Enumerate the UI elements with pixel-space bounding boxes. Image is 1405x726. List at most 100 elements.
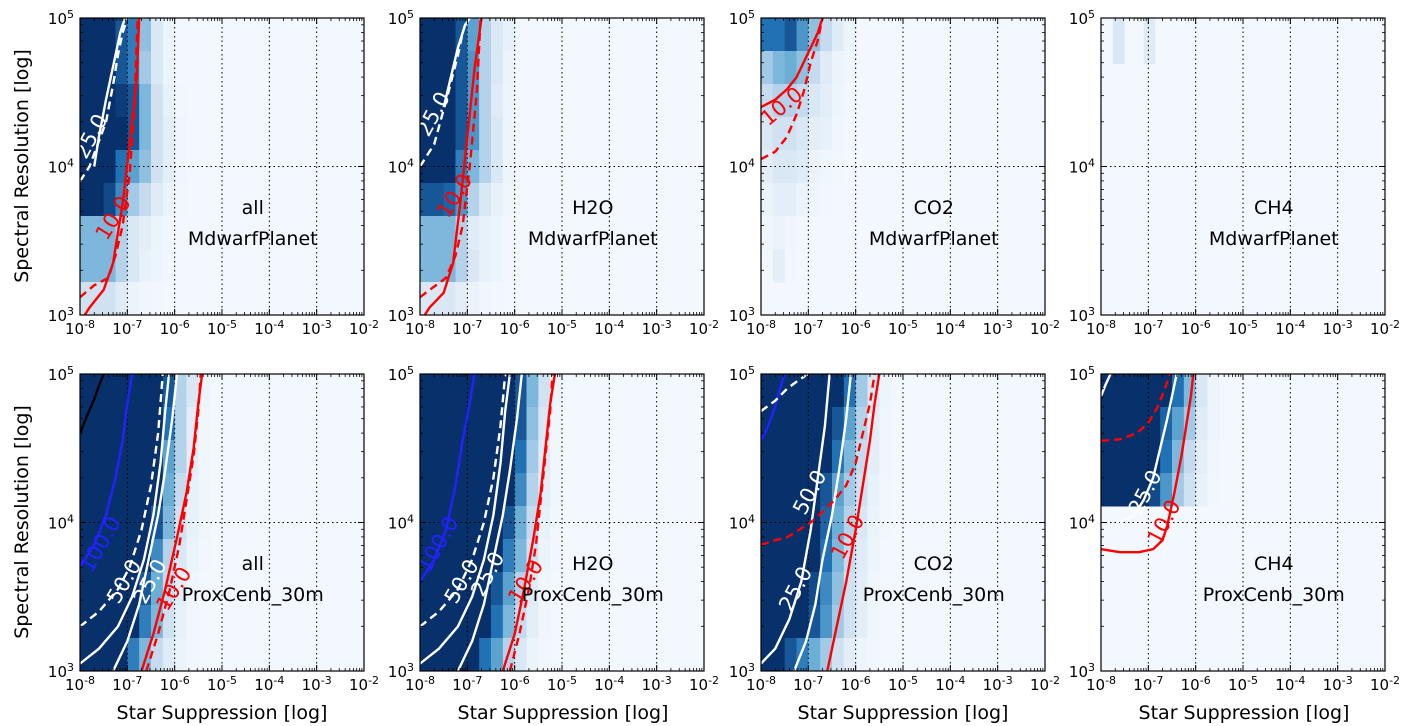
heatmap-cell (174, 374, 187, 408)
heatmap-cell (1207, 407, 1220, 441)
heatmap-cell (843, 506, 857, 540)
heatmap-cell (103, 183, 116, 217)
x-tick-label: 10-2 (349, 674, 379, 694)
heatmap-cell (103, 407, 116, 441)
scenario-label: ProxCenb_30m (863, 584, 1005, 606)
heatmap-cell (443, 638, 456, 672)
heatmap-cell (538, 374, 551, 408)
heatmap-cell (491, 539, 504, 573)
x-tick-label: 10-4 (935, 318, 965, 338)
heatmap-cell (867, 440, 880, 474)
heatmap-cell (1112, 407, 1126, 441)
species-label: all (242, 197, 264, 219)
heatmap-cell (514, 638, 527, 672)
heatmap-cell (198, 473, 211, 507)
heatmap-cell (502, 216, 516, 250)
heatmap-cell (502, 117, 516, 151)
contour-line-1 (93, 18, 127, 167)
x-tick-label: 10-6 (841, 318, 871, 338)
species-label: CH4 (1254, 197, 1294, 219)
heatmap-cell (761, 216, 774, 250)
heatmap-cell (162, 216, 176, 250)
heatmap-cell (443, 440, 456, 474)
heatmap-cell (443, 150, 456, 184)
heatmap-cell (832, 18, 845, 52)
heatmap-cell (162, 84, 176, 118)
heatmap-cell (186, 539, 199, 573)
heatmap-cell (479, 150, 492, 184)
heatmap-cell (80, 638, 93, 672)
x-tick-label: 10-5 (1228, 318, 1258, 338)
heatmap-cell (796, 539, 809, 573)
heatmap-cell (855, 638, 868, 672)
heatmap-cell (526, 473, 539, 507)
heatmap-cell (820, 440, 833, 474)
heatmap-cell (91, 473, 105, 507)
col-3-xlabel: Star Suppression [log] (1139, 702, 1350, 724)
heatmap-cell (174, 473, 187, 507)
heatmap-cell (103, 216, 116, 250)
x-tick-label: 10-2 (1370, 674, 1400, 694)
y-tick-label: 105 (729, 8, 755, 28)
contour-line-4 (761, 374, 876, 546)
x-tick-label: 10-2 (1370, 318, 1400, 338)
heatmap-cell (127, 183, 140, 217)
heatmap-cell (1112, 18, 1125, 65)
x-tick-label: 10-5 (888, 318, 918, 338)
heatmap-cell (1148, 374, 1161, 408)
x-tick-label: 10-8 (746, 318, 776, 338)
heatmap-cell (115, 374, 128, 408)
scenario-label: MdwarfPlanet (869, 228, 999, 250)
heatmap-cell (479, 117, 492, 151)
col-0-xlabel: Star Suppression [log] (117, 702, 328, 724)
heatmap-cell (80, 473, 93, 507)
heatmap-cell (139, 374, 152, 408)
heatmap-cell (808, 440, 821, 474)
heatmap-cell (784, 117, 797, 151)
heatmap-cell (784, 539, 797, 573)
heatmap-cell (467, 150, 480, 184)
heatmap-cell (467, 216, 480, 250)
y-tick-label: 103 (1069, 661, 1095, 681)
heatmap-cell (796, 117, 809, 151)
heatmap-cell (491, 605, 504, 639)
heatmap-cell (103, 374, 116, 408)
heatmap-cell (80, 440, 93, 474)
contour-line-1 (420, 374, 507, 628)
heatmap-cell (479, 282, 492, 316)
heatmap-cell (174, 117, 187, 151)
heatmap-cell (151, 183, 164, 217)
heatmap-cell (550, 407, 563, 441)
y-tick-label: 105 (1069, 8, 1095, 28)
heatmap-cell (867, 638, 880, 672)
heatmap-cell (162, 638, 176, 672)
x-tick-label: 10-4 (1275, 318, 1305, 338)
heatmap-cell (796, 572, 809, 606)
heatmap-cell (103, 282, 116, 316)
heatmap-cell (1160, 473, 1173, 507)
heatmap-cell (455, 117, 468, 151)
x-tick-label: 10-3 (1323, 674, 1353, 694)
heatmap-cell (479, 249, 492, 283)
heatmap-cell (1195, 407, 1208, 441)
heatmap-cell (808, 605, 821, 639)
heatmap-cell (186, 374, 199, 408)
heatmap-cell (151, 374, 164, 408)
heatmap-cell (139, 605, 152, 639)
heatmap-cell (832, 572, 845, 606)
heatmap-cell (467, 506, 480, 540)
y-tick-label: 104 (1069, 513, 1095, 533)
heatmap-cell (820, 117, 833, 151)
heatmap-cell (174, 150, 187, 184)
contour-line-2 (761, 374, 831, 665)
heatmap-cell (491, 84, 504, 118)
heatmap-cell (127, 506, 140, 540)
heatmap-cell (455, 249, 468, 283)
contour-line-6 (140, 374, 204, 671)
heatmap-cell (139, 84, 152, 118)
x-tick-label: 10-3 (302, 674, 332, 694)
